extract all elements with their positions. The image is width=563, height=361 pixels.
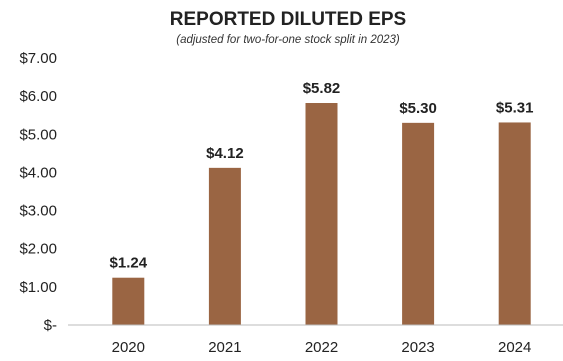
y-axis-ticks: $- $1.00 $2.00 $3.00 $4.00 $5.00 $6.00 $7.00 — [19, 50, 57, 334]
y-tick-label: $5.00 — [19, 126, 57, 143]
bar-2022 — [305, 103, 338, 325]
x-axis-ticks: 2020 2021 2022 2023 2024 — [112, 339, 532, 356]
data-label-2022: $5.82 — [303, 80, 341, 97]
chart-title: REPORTED DILUTED EPS — [170, 9, 406, 30]
value-labels-group: $1.24 $4.12 $5.82 $5.30 $5.31 — [110, 80, 534, 272]
data-label-2020: $1.24 — [110, 255, 148, 272]
x-tick-label-2022: 2022 — [305, 339, 338, 356]
bar-2024 — [498, 122, 531, 325]
y-tick-label: $3.00 — [19, 203, 57, 220]
y-tick-label: $- — [44, 317, 57, 334]
y-tick-label: $4.00 — [19, 164, 57, 181]
bar-2023 — [402, 122, 435, 325]
y-tick-label: $7.00 — [19, 50, 57, 67]
x-tick-label-2021: 2021 — [208, 339, 241, 356]
y-tick-label: $6.00 — [19, 88, 57, 105]
bar-2020 — [112, 277, 145, 325]
data-label-2023: $5.30 — [399, 100, 437, 117]
x-tick-label-2024: 2024 — [498, 339, 531, 356]
data-label-2024: $5.31 — [496, 99, 534, 116]
y-tick-label: $2.00 — [19, 241, 57, 258]
bar-2021 — [208, 167, 241, 325]
y-tick-label: $1.00 — [19, 279, 57, 296]
x-tick-label-2020: 2020 — [112, 339, 145, 356]
bars-group — [112, 103, 531, 325]
chart-subtitle: (adjusted for two-for-one stock split in… — [176, 34, 400, 46]
x-tick-label-2023: 2023 — [401, 339, 434, 356]
data-label-2021: $4.12 — [206, 145, 244, 162]
